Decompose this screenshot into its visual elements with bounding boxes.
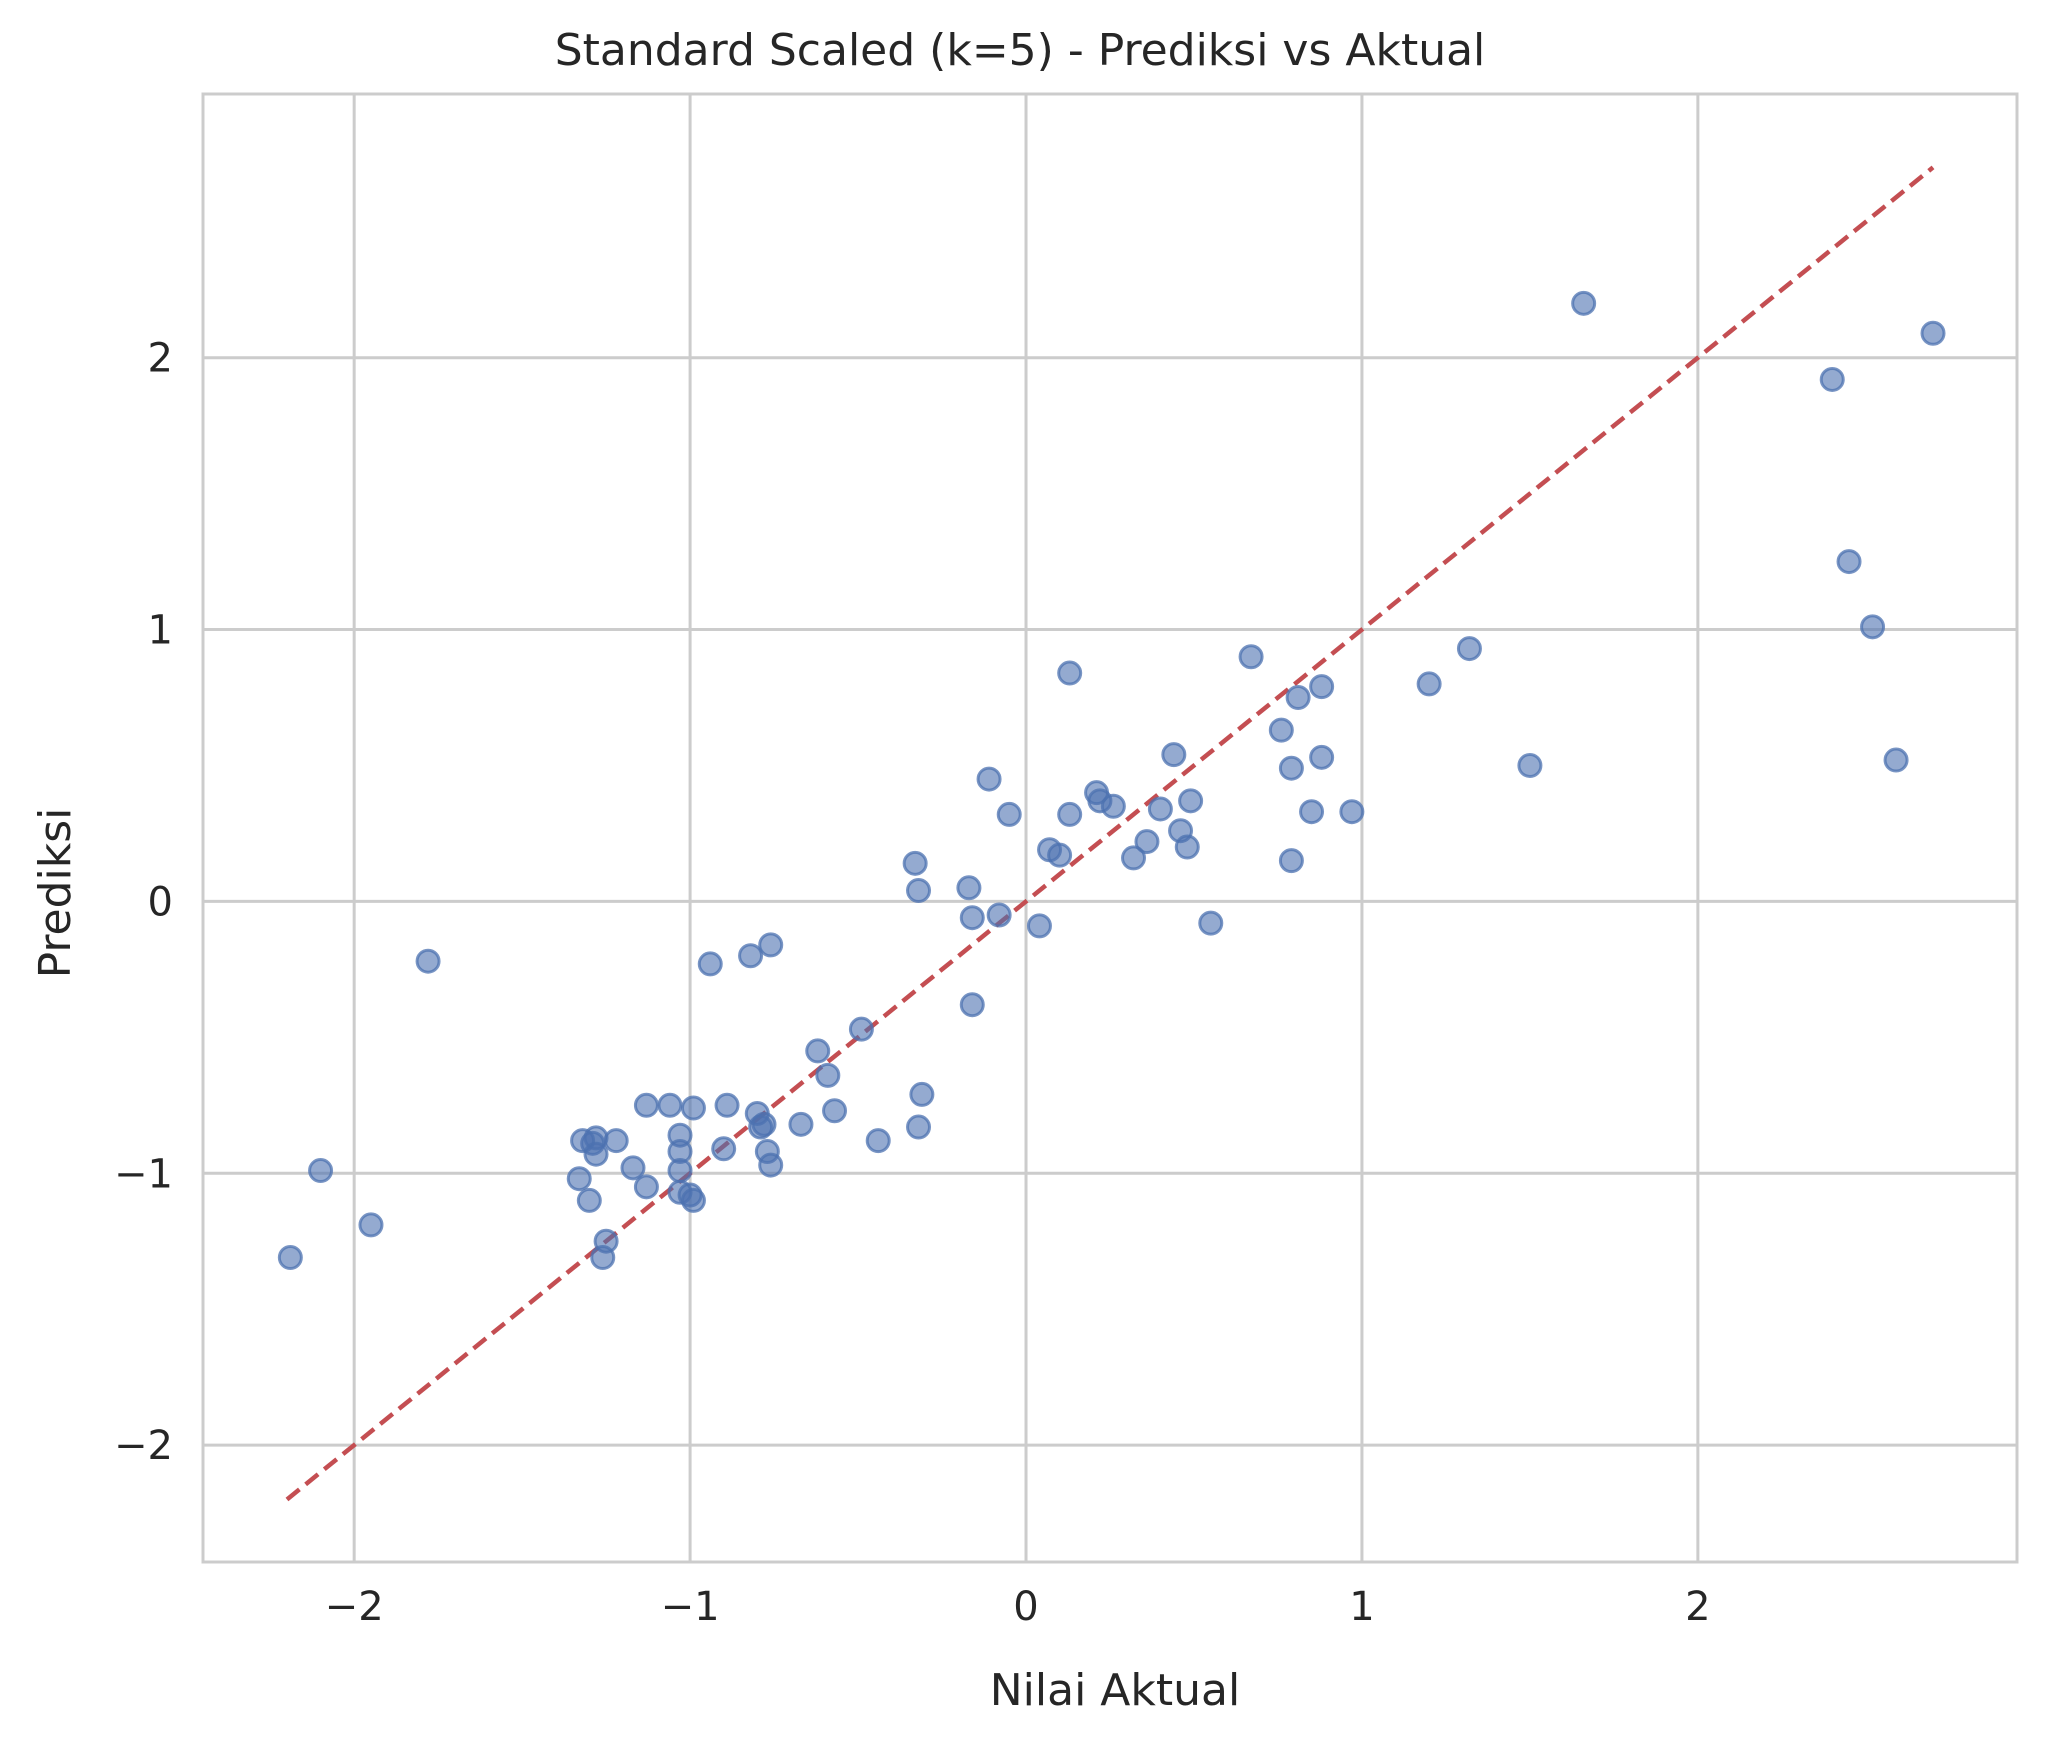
x-tick-label: 0 — [1013, 1584, 1038, 1630]
scatter-point — [1174, 834, 1200, 860]
scatter-point — [667, 1158, 693, 1184]
scatter-point — [358, 1212, 384, 1238]
scatter-point — [308, 1158, 334, 1184]
scatter-point — [758, 1152, 784, 1178]
scatter-point — [822, 1098, 848, 1124]
scatter-point — [1134, 829, 1160, 855]
scatter-point — [620, 1155, 646, 1181]
y-tick-label: 2 — [148, 336, 173, 382]
scatter-point — [566, 1166, 592, 1192]
scatter-point — [657, 1092, 683, 1118]
scatter-points — [277, 290, 1946, 1271]
x-tick-label: −2 — [325, 1584, 384, 1630]
scatter-point — [714, 1092, 740, 1118]
scatter-point — [1268, 717, 1294, 743]
scatter-point — [1883, 747, 1909, 773]
scatter-point — [415, 948, 441, 974]
scatter-point — [959, 992, 985, 1018]
y-tick-label: 1 — [148, 608, 173, 654]
scatter-point — [633, 1092, 659, 1118]
scatter-point — [1819, 366, 1845, 392]
scatter-point — [633, 1174, 659, 1200]
scatter-point — [805, 1038, 831, 1064]
y-axis-title: Prediksi — [30, 808, 81, 979]
grid — [203, 94, 2017, 1562]
scatter-point — [697, 951, 723, 977]
scatter-point — [1416, 671, 1442, 697]
scatter-point — [277, 1245, 303, 1271]
chart-title: Standard Scaled (k=5) - Prediksi vs Aktu… — [555, 25, 1486, 76]
scatter-point — [1161, 742, 1187, 768]
scatter-point — [1047, 842, 1073, 868]
scatter-point — [1339, 799, 1365, 825]
scatter-point — [583, 1141, 609, 1167]
scatter-point — [603, 1128, 629, 1154]
y-tick-label: −1 — [114, 1151, 173, 1197]
y-tick-label: −2 — [114, 1423, 173, 1469]
x-axis-title: Nilai Aktual — [990, 1665, 1240, 1716]
scatter-point — [680, 1187, 706, 1213]
scatter-point — [815, 1062, 841, 1088]
scatter-point — [1278, 848, 1304, 874]
scatter-point — [986, 902, 1012, 928]
scatter-point — [1100, 793, 1126, 819]
scatter-point — [1057, 660, 1083, 686]
scatter-point — [906, 1114, 932, 1140]
scatter-point — [748, 1114, 774, 1140]
scatter-point — [758, 932, 784, 958]
scatter-point — [1178, 788, 1204, 814]
scatter-point — [1238, 644, 1264, 670]
y-tick-label: 0 — [148, 879, 173, 925]
y-tick-labels: −2 −1 0 1 2 — [114, 336, 173, 1469]
scatter-point — [865, 1128, 891, 1154]
scatter-point — [1026, 913, 1052, 939]
scatter-point — [680, 1095, 706, 1121]
scatter-point — [1860, 614, 1886, 640]
x-tick-label: −1 — [661, 1584, 720, 1630]
reference-line — [285, 165, 1935, 1502]
scatter-point — [906, 878, 932, 904]
scatter-point — [996, 801, 1022, 827]
scatter-point — [1299, 799, 1325, 825]
scatter-point — [1198, 910, 1224, 936]
scatter-point — [1121, 845, 1147, 871]
scatter-point — [1517, 752, 1543, 778]
scatter-point — [959, 905, 985, 931]
scatter-point — [956, 875, 982, 901]
scatter-point — [1456, 636, 1482, 662]
x-tick-label: 1 — [1349, 1584, 1374, 1630]
scatter-point — [1920, 320, 1946, 346]
scatter-point — [576, 1187, 602, 1213]
scatter-point — [1571, 290, 1597, 316]
scatter-point — [1836, 549, 1862, 575]
scatter-point — [711, 1136, 737, 1162]
scatter-point — [1147, 796, 1173, 822]
scatter-point — [909, 1081, 935, 1107]
x-tick-labels: −2 −1 0 1 2 — [325, 1584, 1711, 1630]
scatter-point — [738, 943, 764, 969]
scatter-point — [902, 850, 928, 876]
scatter-point — [976, 766, 1002, 792]
scatter-point — [1309, 744, 1335, 770]
plot-frame — [201, 92, 2019, 1564]
scatter-point — [1057, 801, 1083, 827]
scatter-point — [590, 1245, 616, 1271]
scatter-point — [1309, 674, 1335, 700]
scatter-point — [788, 1111, 814, 1137]
scatter-point — [848, 1016, 874, 1042]
scatter-point — [1278, 755, 1304, 781]
x-tick-label: 2 — [1685, 1584, 1710, 1630]
scatter-point — [1285, 685, 1311, 711]
